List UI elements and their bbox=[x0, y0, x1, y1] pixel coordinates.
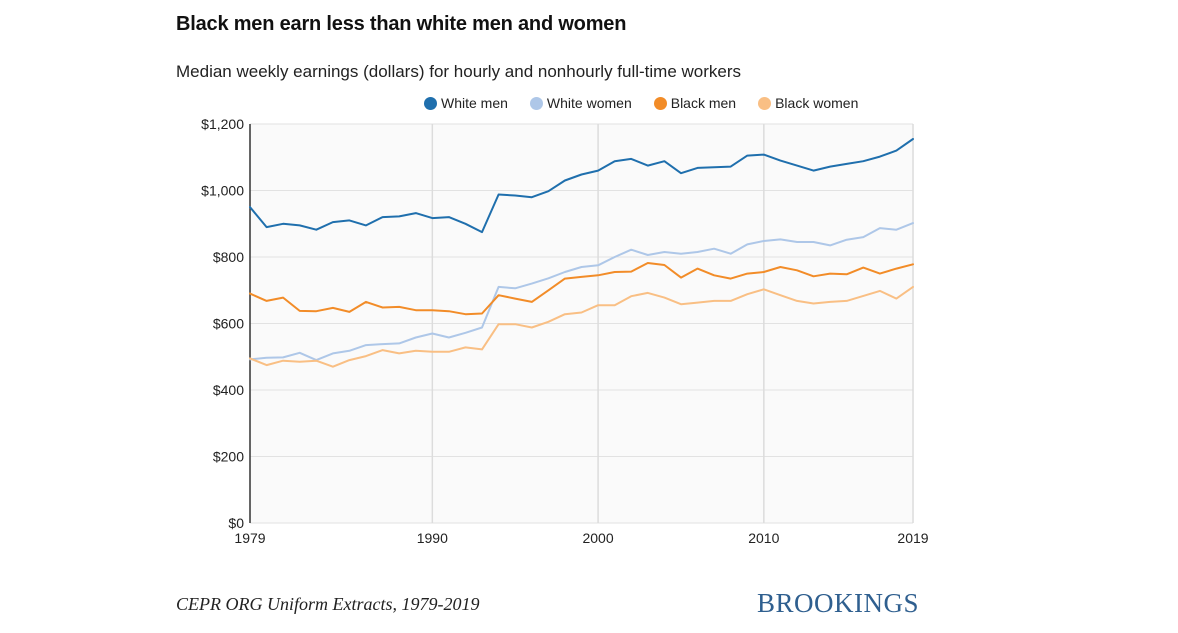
legend-label-white-men: White men bbox=[441, 95, 508, 111]
x-tick-label: 2010 bbox=[748, 530, 779, 546]
legend-label-black-men: Black men bbox=[670, 95, 737, 111]
y-tick-label: $200 bbox=[213, 449, 244, 465]
legend-swatch-white-women bbox=[529, 96, 543, 110]
legend-swatch-white-men bbox=[424, 96, 437, 110]
legend-item-black-women[interactable]: Black women bbox=[758, 95, 858, 111]
brookings-logo: BROOKINGS bbox=[757, 588, 920, 618]
legend-label-white-women: White women bbox=[546, 95, 632, 111]
y-tick-label: $600 bbox=[213, 316, 244, 332]
x-tick-label: 2019 bbox=[897, 530, 928, 546]
x-tick-label: 2000 bbox=[582, 530, 613, 546]
legend-swatch-black-women bbox=[758, 96, 772, 110]
legend-item-white-women[interactable]: White women bbox=[529, 95, 632, 111]
x-tick-label: 1979 bbox=[234, 530, 265, 546]
chart-subtitle: Median weekly earnings (dollars) for hou… bbox=[176, 62, 742, 81]
source-note: CEPR ORG Uniform Extracts, 1979-2019 bbox=[176, 594, 480, 614]
legend-label-black-women: Black women bbox=[775, 95, 859, 111]
legend-swatch-black-men bbox=[653, 96, 667, 110]
chart-title: Black men earn less than white men and w… bbox=[176, 13, 627, 35]
y-tick-label: $800 bbox=[213, 249, 244, 265]
x-tick-label: 1990 bbox=[417, 530, 448, 546]
series-line-white-men bbox=[249, 138, 914, 234]
series-line-black-women bbox=[249, 285, 914, 368]
legend-item-black-men[interactable]: Black men bbox=[653, 95, 737, 111]
series-line-white-women bbox=[249, 222, 914, 362]
legend: White men White women Black men Black wo… bbox=[424, 95, 880, 111]
y-tick-label: $0 bbox=[228, 515, 244, 531]
legend-item-white-men[interactable]: White men bbox=[424, 95, 508, 111]
y-tick-label: $1,000 bbox=[201, 183, 244, 199]
series-line-black-men bbox=[249, 262, 914, 316]
y-tick-label: $1,200 bbox=[201, 116, 244, 132]
y-tick-label: $400 bbox=[213, 382, 244, 398]
